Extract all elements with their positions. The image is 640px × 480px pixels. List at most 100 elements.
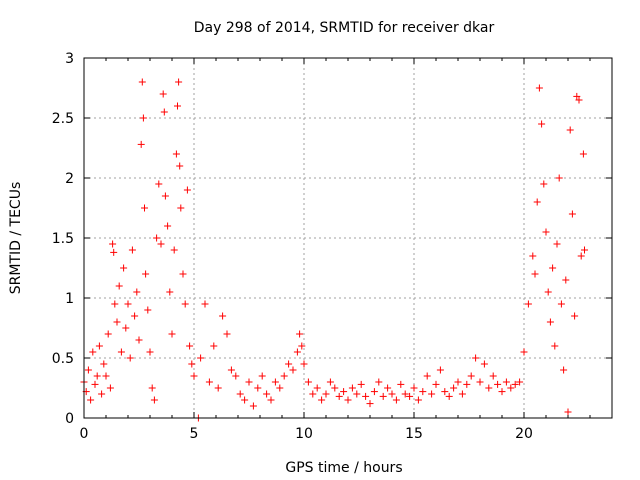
data-point	[498, 388, 506, 396]
data-point	[205, 378, 213, 386]
data-point	[201, 300, 209, 308]
data-point	[511, 380, 519, 388]
data-point	[177, 204, 185, 212]
data-point	[98, 390, 106, 398]
data-point	[175, 78, 183, 86]
data-point	[111, 300, 119, 308]
data-point	[146, 348, 154, 356]
data-point	[298, 342, 306, 350]
data-point	[110, 248, 118, 256]
data-point	[258, 372, 266, 380]
data-point	[549, 264, 557, 272]
data-point	[445, 392, 453, 400]
data-point	[450, 384, 458, 392]
data-point	[568, 210, 576, 218]
data-point	[357, 380, 365, 388]
data-point	[423, 372, 431, 380]
data-point	[540, 180, 548, 188]
data-point	[139, 114, 147, 122]
chart-title: Day 298 of 2014, SRMTID for receiver dka…	[194, 20, 495, 36]
data-point	[485, 384, 493, 392]
x-tick-label: 15	[405, 426, 423, 442]
data-point	[524, 300, 532, 308]
data-point	[370, 388, 378, 396]
data-point	[241, 396, 249, 404]
data-point	[494, 380, 502, 388]
data-point	[166, 288, 174, 296]
data-point	[388, 390, 396, 398]
data-point	[562, 276, 570, 284]
x-tick-label: 10	[295, 426, 313, 442]
data-point	[160, 108, 168, 116]
data-point	[335, 392, 343, 400]
y-tick-label: 2.5	[52, 111, 74, 127]
data-point	[245, 378, 253, 386]
data-point	[296, 330, 304, 338]
data-point	[227, 366, 235, 374]
x-tick-label: 0	[80, 426, 89, 442]
data-point	[560, 366, 568, 374]
data-point	[135, 336, 143, 344]
data-point	[159, 90, 167, 98]
data-point	[155, 180, 163, 188]
data-point	[516, 378, 524, 386]
data-point	[267, 396, 275, 404]
data-point	[577, 252, 585, 260]
data-point	[188, 360, 196, 368]
data-point	[223, 330, 231, 338]
data-point	[144, 306, 152, 314]
data-point	[232, 372, 240, 380]
data-point	[124, 300, 132, 308]
data-point	[100, 360, 108, 368]
y-tick-label: 1.5	[52, 231, 74, 247]
data-point	[133, 288, 141, 296]
data-point	[384, 384, 392, 392]
data-point	[579, 150, 587, 158]
data-point	[535, 84, 543, 92]
data-point	[142, 270, 150, 278]
data-point	[348, 384, 356, 392]
axis-ticks: 0 5 10 15 20 0 0.5 1 1.5 2 2.5 3	[52, 51, 612, 442]
data-point	[87, 396, 95, 404]
data-point	[280, 372, 288, 380]
data-point	[174, 102, 181, 110]
data-point	[300, 360, 308, 368]
data-point	[538, 120, 546, 128]
data-point	[467, 372, 475, 380]
data-point	[419, 388, 427, 396]
data-point	[555, 174, 563, 182]
data-point	[575, 96, 583, 104]
data-point	[410, 384, 418, 392]
data-point	[476, 378, 484, 386]
data-point	[502, 378, 510, 386]
data-point	[318, 396, 326, 404]
data-point	[472, 354, 480, 362]
data-point	[285, 360, 293, 368]
data-point	[436, 366, 444, 374]
y-tick-label: 0.5	[52, 351, 74, 367]
data-point	[480, 360, 488, 368]
data-point	[406, 392, 414, 400]
data-point	[186, 342, 194, 350]
data-point	[441, 388, 449, 396]
data-point	[289, 366, 297, 374]
data-point	[122, 324, 130, 332]
data-point	[120, 264, 128, 272]
y-tick-label: 1	[65, 291, 74, 307]
data-point	[304, 378, 312, 386]
data-point	[131, 312, 139, 320]
data-point	[507, 384, 515, 392]
data-point	[397, 380, 405, 388]
data-point	[141, 204, 148, 212]
data-point	[95, 342, 103, 350]
y-tick-label: 2	[65, 171, 74, 187]
data-point	[197, 354, 205, 362]
x-axis-label: GPS time / hours	[285, 460, 402, 476]
data-point	[571, 312, 579, 320]
data-point	[236, 390, 244, 398]
data-point	[109, 240, 117, 248]
data-point	[148, 384, 156, 392]
data-point	[106, 384, 114, 392]
data-point	[553, 240, 561, 248]
